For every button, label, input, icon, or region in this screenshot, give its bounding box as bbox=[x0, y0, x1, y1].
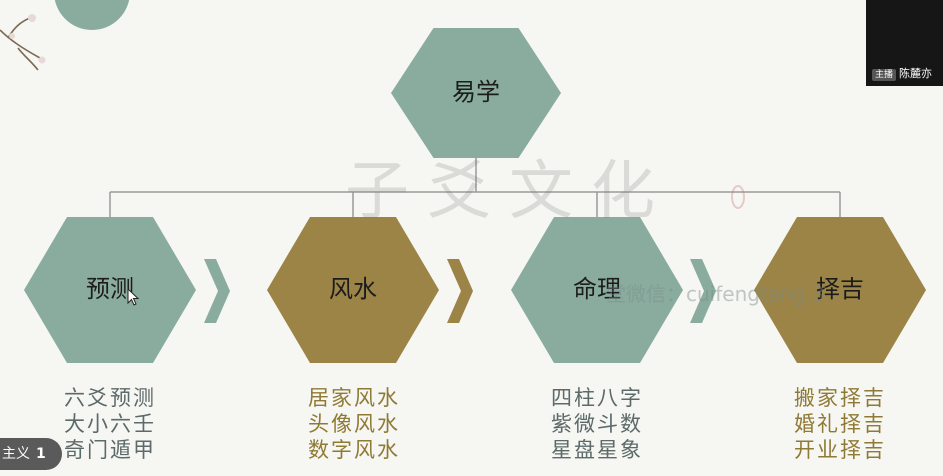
watermark-wechat: 堂微信：cuifengtang 3 bbox=[606, 282, 825, 306]
presenter-tag: 主播 陈麓亦 bbox=[872, 65, 932, 81]
branch-label-zeji: 择吉 bbox=[816, 275, 864, 303]
list-item: 开业择吉 bbox=[794, 438, 886, 462]
list-item: 数字风水 bbox=[308, 438, 400, 462]
branch-label-prediction: 预测 bbox=[86, 275, 134, 303]
blossom-branch-decor bbox=[0, 17, 41, 71]
chevron-right-icon bbox=[204, 259, 230, 323]
root-label: 易学 bbox=[452, 78, 500, 106]
page-indicator[interactable]: 主义 1 bbox=[0, 438, 62, 470]
branch-label-fengshui: 风水 bbox=[329, 275, 377, 303]
decor-circle bbox=[54, 0, 130, 30]
presenter-badge: 主播 bbox=[872, 69, 897, 81]
list-item: 星盘星象 bbox=[551, 438, 643, 462]
chevron-right-icon bbox=[447, 259, 473, 323]
branch-hexagon-zeji[interactable] bbox=[754, 217, 926, 363]
list-item: 大小六壬 bbox=[64, 412, 156, 436]
branch-hexagon-fengshui[interactable] bbox=[267, 217, 439, 363]
chevron-right-icon bbox=[690, 259, 716, 323]
blossom-decor bbox=[38, 56, 46, 64]
list-item: 紫微斗数 bbox=[551, 412, 643, 436]
root-hexagon[interactable] bbox=[391, 28, 561, 158]
branch-list-prediction: 六爻预测 大小六壬 奇门遁甲 bbox=[30, 385, 190, 463]
mouse-cursor-icon bbox=[127, 287, 140, 306]
page-indicator-prefix: 主义 bbox=[2, 446, 30, 462]
list-item: 四柱八字 bbox=[551, 386, 643, 410]
list-item: 六爻预测 bbox=[64, 386, 156, 410]
branch-list-mingli: 四柱八字 紫微斗数 星盘星象 bbox=[517, 385, 677, 463]
list-item: 头像风水 bbox=[308, 412, 400, 436]
presenter-name: 陈麓亦 bbox=[899, 67, 933, 80]
blossom-decor bbox=[28, 14, 36, 22]
page-number: 1 bbox=[36, 446, 46, 462]
branch-hexagon-prediction[interactable] bbox=[24, 217, 196, 363]
list-item: 搬家择吉 bbox=[794, 386, 886, 410]
branch-label-mingli: 命理 bbox=[573, 275, 621, 303]
blossom-decor bbox=[9, 33, 15, 39]
list-item: 奇门遁甲 bbox=[64, 438, 156, 462]
watermark-text: 子爻文化 bbox=[345, 155, 673, 229]
list-item: 婚礼择吉 bbox=[794, 412, 886, 436]
list-item: 居家风水 bbox=[308, 386, 400, 410]
seal-stamp-decor bbox=[731, 185, 745, 209]
branch-list-zeji: 搬家择吉 婚礼择吉 开业择吉 bbox=[760, 385, 920, 463]
tree-connectors bbox=[109, 158, 841, 217]
branch-list-fengshui: 居家风水 头像风水 数字风水 bbox=[274, 385, 434, 463]
branch-hexagon-mingli[interactable] bbox=[511, 217, 683, 363]
